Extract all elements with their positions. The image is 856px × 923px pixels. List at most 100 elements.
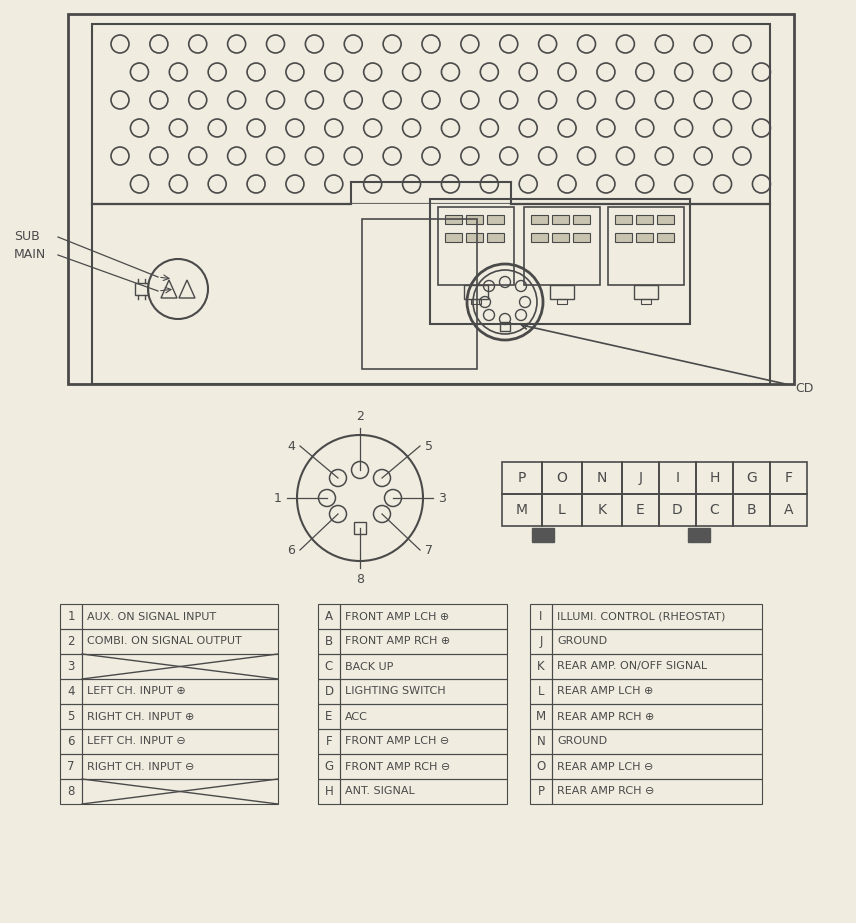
Bar [573,233,590,242]
Bar [770,494,807,526]
Bar [318,654,340,679]
Bar [530,754,552,779]
Bar [466,233,483,242]
Text: 6: 6 [287,544,295,557]
Text: F: F [784,471,793,485]
Bar [92,24,770,204]
Bar [60,604,82,629]
Bar [552,629,762,654]
Text: RIGHT CH. INPUT ⊖: RIGHT CH. INPUT ⊖ [87,761,194,772]
Bar [636,233,653,242]
Bar [552,679,762,704]
Bar [466,215,483,224]
Bar [362,219,477,369]
Bar [657,215,674,224]
Text: L: L [558,503,566,517]
Bar [92,204,770,384]
Bar [552,754,762,779]
Bar [550,285,574,299]
Bar [615,233,632,242]
Bar [82,754,278,779]
Text: M: M [516,503,528,517]
Bar [318,754,340,779]
Text: COMBI. ON SIGNAL OUTPUT: COMBI. ON SIGNAL OUTPUT [87,637,241,646]
Bar [340,729,507,754]
Bar [502,462,542,494]
Bar [733,462,770,494]
Bar [530,679,552,704]
Text: I: I [539,610,543,623]
Bar [60,679,82,704]
Bar [552,215,569,224]
Text: J: J [539,635,543,648]
Text: 3: 3 [68,660,74,673]
Bar [733,494,770,526]
Bar [340,629,507,654]
Text: P: P [538,785,544,798]
Bar [531,215,548,224]
Bar [636,215,653,224]
Text: C: C [325,660,333,673]
Text: REAR AMP RCH ⊕: REAR AMP RCH ⊕ [557,712,654,722]
Text: SUB: SUB [14,231,39,244]
Bar [438,207,514,285]
Bar [552,729,762,754]
Bar [487,233,504,242]
Text: O: O [556,471,568,485]
Bar [340,654,507,679]
Text: H: H [324,785,333,798]
Bar [552,233,569,242]
Text: N: N [537,735,545,748]
Bar [770,462,807,494]
Bar [82,779,278,804]
Text: REAR AMP LCH ⊕: REAR AMP LCH ⊕ [557,687,653,697]
Bar [445,233,462,242]
Bar [542,494,582,526]
Bar [659,494,696,526]
Bar [82,729,278,754]
Text: D: D [672,503,683,517]
Bar [530,654,552,679]
Text: H: H [710,471,720,485]
Bar [135,283,148,295]
Text: 6: 6 [68,735,74,748]
Text: GROUND: GROUND [557,637,607,646]
Text: 8: 8 [356,573,364,586]
Bar [530,779,552,804]
Text: K: K [597,503,607,517]
Bar [530,629,552,654]
Text: GROUND: GROUND [557,737,607,747]
Text: FRONT AMP RCH ⊖: FRONT AMP RCH ⊖ [345,761,450,772]
Text: 3: 3 [438,492,446,505]
Bar [340,679,507,704]
Bar [340,754,507,779]
Bar [573,215,590,224]
Bar [530,604,552,629]
Bar [641,299,651,304]
Text: I: I [675,471,680,485]
Text: A: A [784,503,794,517]
Bar [615,215,632,224]
Text: MAIN: MAIN [14,248,46,261]
Bar [82,704,278,729]
Bar [622,494,659,526]
Text: P: P [518,471,526,485]
Bar [552,779,762,804]
Bar [557,299,567,304]
Text: 2: 2 [68,635,74,648]
Bar [487,215,504,224]
Bar [542,462,582,494]
Bar [318,779,340,804]
Bar [82,604,278,629]
Bar [82,654,278,679]
Bar [608,207,684,285]
Bar [318,704,340,729]
Bar [696,494,733,526]
Bar [60,654,82,679]
Text: FRONT AMP LCH ⊕: FRONT AMP LCH ⊕ [345,612,449,621]
Bar [696,462,733,494]
Text: RIGHT CH. INPUT ⊕: RIGHT CH. INPUT ⊕ [87,712,194,722]
Text: D: D [324,685,334,698]
Text: B: B [746,503,757,517]
Bar [340,604,507,629]
